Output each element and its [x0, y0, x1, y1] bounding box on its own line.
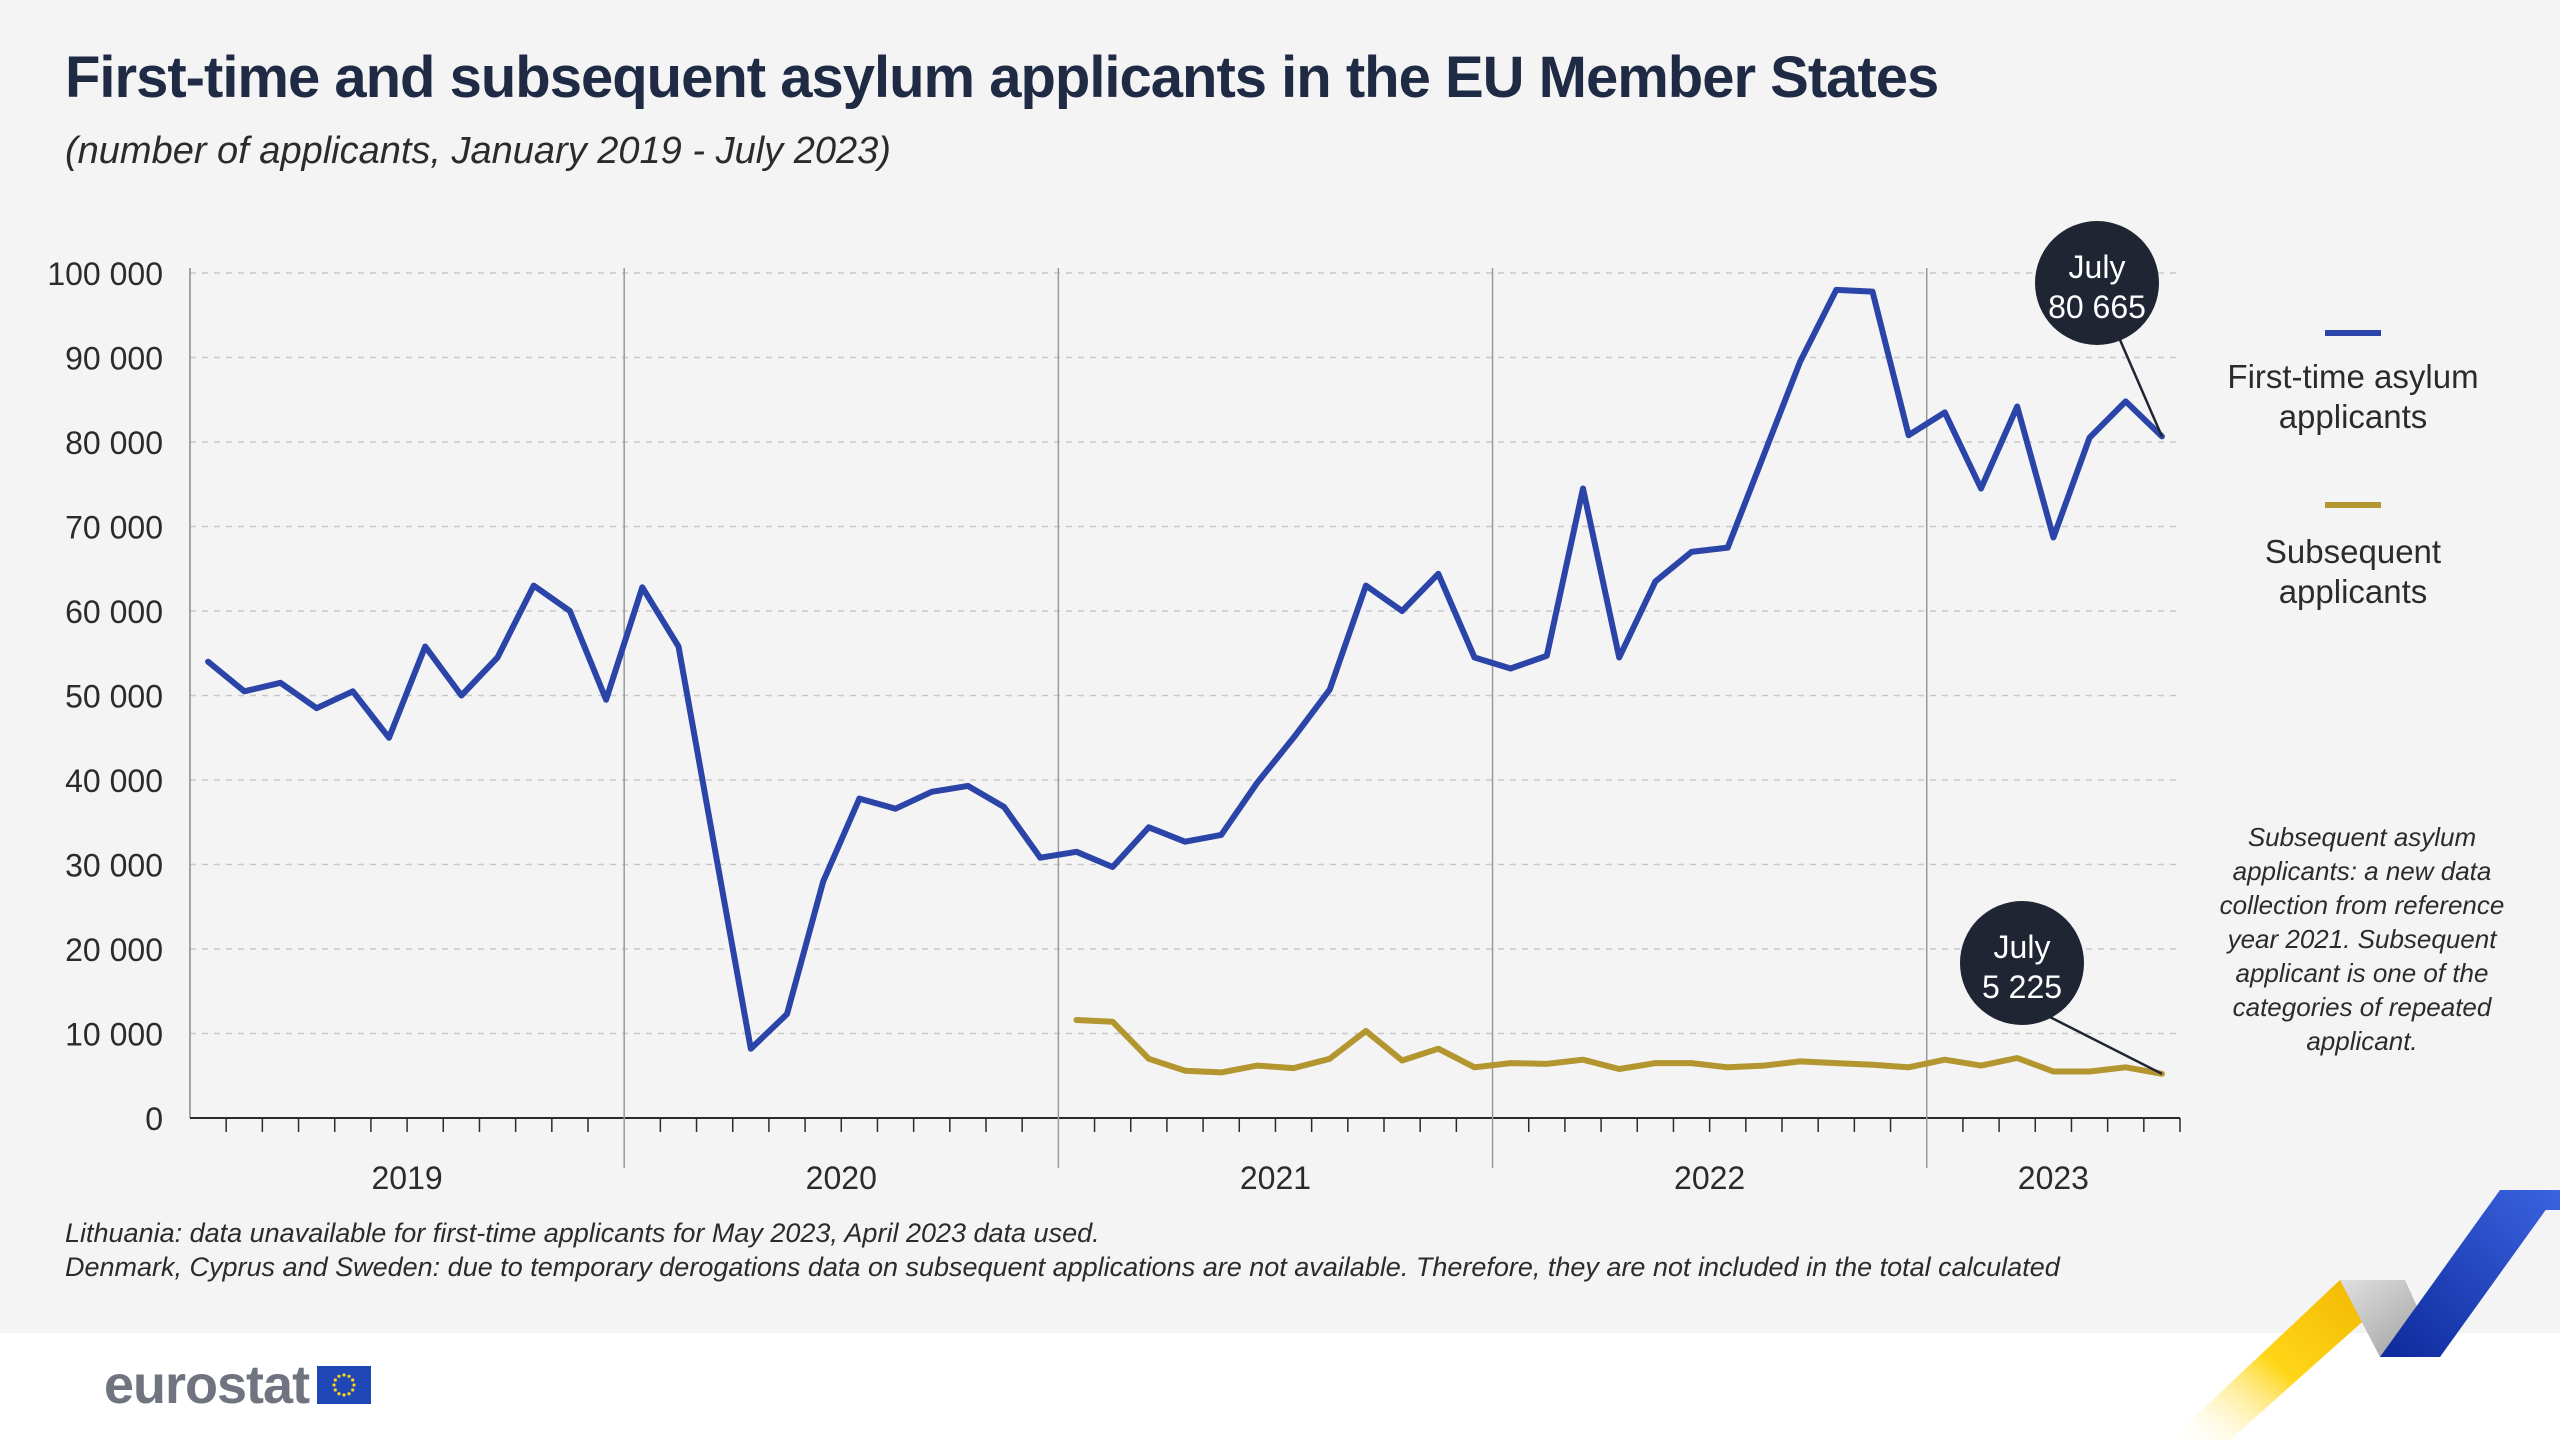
x-tick-label: 2020	[806, 1160, 877, 1196]
chart-subtitle: (number of applicants, January 2019 - Ju…	[65, 130, 891, 172]
callout-leader	[2041, 1011, 2163, 1075]
footnote-lithuania: Lithuania: data unavailable for first-ti…	[65, 1218, 1100, 1248]
x-tick-label: 2021	[1240, 1160, 1311, 1196]
legend-swatch-first-time	[2325, 330, 2381, 336]
legend-label-first-time: First-time asylum applicants	[2227, 358, 2479, 435]
y-tick-label: 60 000	[65, 594, 163, 630]
footnote-derogations: Denmark, Cyprus and Sweden: due to tempo…	[65, 1252, 2060, 1282]
chart-title: First-time and subsequent asylum applica…	[65, 45, 1939, 110]
eurostat-ribbon-icon	[2170, 1190, 2560, 1440]
chart-panel	[0, 0, 2560, 1333]
y-tick-label: 0	[145, 1101, 163, 1137]
callout-leader	[2115, 332, 2164, 437]
y-tick-label: 40 000	[65, 763, 163, 799]
eurostat-logo: eurostat	[104, 1350, 372, 1420]
y-tick-label: 30 000	[65, 848, 163, 884]
y-tick-label: 90 000	[65, 341, 163, 377]
callout-bubble	[2035, 221, 2159, 345]
y-tick-label: 20 000	[65, 932, 163, 968]
callout-month: July	[2069, 249, 2126, 285]
callout-value: 5 225	[1982, 969, 2062, 1005]
y-tick-label: 10 000	[65, 1017, 163, 1053]
logo-text: eurostat	[104, 1355, 310, 1415]
callout-month: July	[1994, 929, 2051, 965]
x-tick-label: 2022	[1674, 1160, 1745, 1196]
y-tick-label: 50 000	[65, 679, 163, 715]
legend-swatch-subsequent	[2325, 502, 2381, 508]
series-line-first-time	[205, 286, 2165, 1052]
y-tick-label: 70 000	[65, 510, 163, 546]
y-tick-label: 100 000	[47, 256, 163, 292]
y-tick-label: 80 000	[65, 425, 163, 461]
legend-label-subsequent: Subsequent applicants	[2264, 533, 2442, 610]
series-line-subsequent	[1073, 1017, 2165, 1077]
x-tick-label: 2019	[371, 1160, 442, 1196]
side-note: Subsequent asylum applicants: a new data…	[2219, 822, 2505, 1056]
callout-value: 80 665	[2048, 289, 2146, 325]
x-tick-label: 2023	[2018, 1160, 2089, 1196]
callout-bubble	[1960, 901, 2084, 1025]
eu-flag-icon	[317, 1366, 372, 1404]
